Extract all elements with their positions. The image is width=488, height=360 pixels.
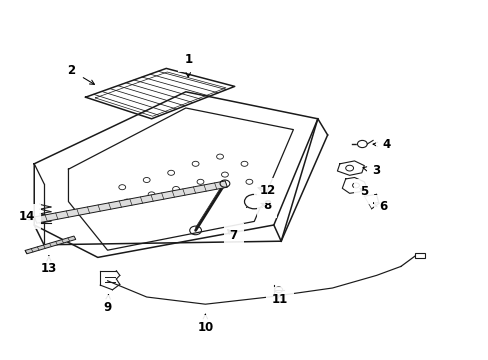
Text: 8: 8 <box>261 199 270 212</box>
Text: 3: 3 <box>362 165 380 177</box>
Text: 13: 13 <box>41 256 57 275</box>
Text: 7: 7 <box>227 229 237 242</box>
FancyBboxPatch shape <box>414 253 425 258</box>
Text: 2: 2 <box>67 64 94 84</box>
Text: 12: 12 <box>258 184 276 197</box>
Text: 1: 1 <box>184 53 192 77</box>
Text: 11: 11 <box>271 293 287 306</box>
Polygon shape <box>35 181 227 223</box>
Text: 6: 6 <box>373 201 387 213</box>
Text: 5: 5 <box>359 185 367 198</box>
Text: 10: 10 <box>197 314 213 334</box>
Text: 9: 9 <box>103 294 111 314</box>
Circle shape <box>244 194 264 209</box>
Text: 14: 14 <box>19 210 35 223</box>
Circle shape <box>357 140 366 148</box>
Text: 4: 4 <box>372 138 389 151</box>
Polygon shape <box>25 236 76 254</box>
